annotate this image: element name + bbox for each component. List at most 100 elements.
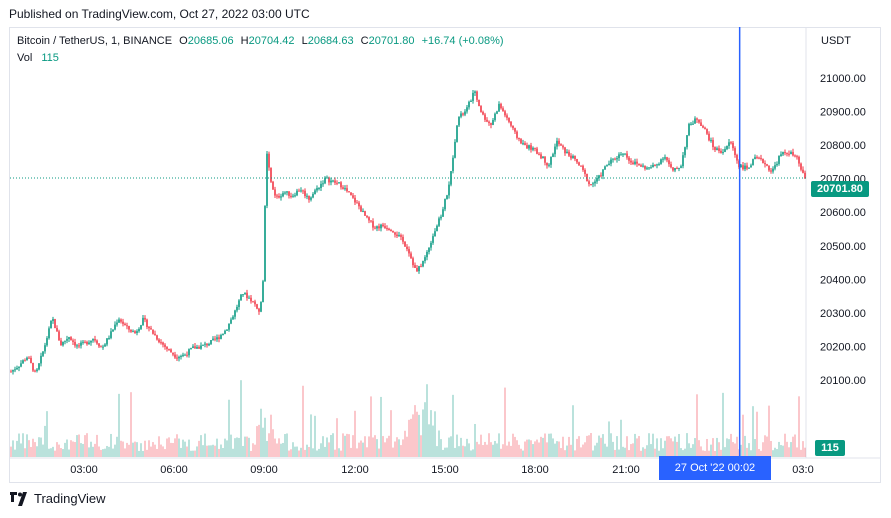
volume-bar bbox=[286, 433, 288, 457]
candle-body bbox=[524, 143, 526, 146]
candle-body bbox=[330, 180, 332, 183]
candle-body bbox=[390, 230, 392, 232]
candle-body bbox=[526, 145, 528, 149]
volume-bar bbox=[748, 443, 750, 457]
candle-body bbox=[110, 331, 112, 338]
volume-bar bbox=[648, 433, 650, 457]
candle-body bbox=[234, 310, 236, 317]
volume-bar bbox=[136, 442, 138, 457]
footer-brand[interactable]: TradingView bbox=[9, 491, 106, 506]
candle-body bbox=[324, 177, 326, 184]
candle-body bbox=[642, 165, 644, 167]
volume-bar bbox=[552, 438, 554, 457]
volume-bar bbox=[80, 443, 82, 457]
candle-body bbox=[794, 155, 796, 157]
volume-bar bbox=[84, 435, 86, 457]
volume-bar bbox=[586, 435, 588, 457]
candle-body bbox=[152, 329, 154, 334]
volume-bar bbox=[728, 439, 730, 457]
candle-body bbox=[18, 366, 20, 368]
y-tick-label: 20300.00 bbox=[820, 308, 866, 320]
volume-bar bbox=[46, 411, 48, 457]
candle-body bbox=[662, 158, 664, 160]
volume-bar bbox=[588, 435, 590, 457]
candle-body bbox=[388, 228, 390, 231]
volume-bar bbox=[616, 436, 618, 457]
candle-body bbox=[302, 190, 304, 192]
candle-body bbox=[658, 163, 660, 165]
volume-bar bbox=[284, 434, 286, 457]
candle-body bbox=[256, 304, 258, 309]
candle-body bbox=[210, 340, 212, 344]
volume-bar bbox=[262, 427, 264, 457]
candle-body bbox=[594, 181, 596, 184]
volume-bar bbox=[204, 433, 206, 457]
candle-body bbox=[420, 266, 422, 268]
candle-body bbox=[606, 165, 608, 167]
close-value: 20701.80 bbox=[368, 35, 415, 47]
candle-body bbox=[580, 165, 582, 167]
candle-body bbox=[190, 348, 192, 350]
volume-bar bbox=[620, 419, 622, 457]
volume-bar bbox=[420, 435, 422, 457]
volume-bar bbox=[108, 446, 110, 457]
volume-bar bbox=[192, 450, 194, 457]
candle-body bbox=[706, 129, 708, 134]
candle-body bbox=[746, 165, 748, 169]
volume-bar bbox=[430, 410, 432, 457]
candle-body bbox=[196, 346, 198, 349]
volume-bar bbox=[440, 439, 442, 457]
candle-body bbox=[214, 338, 216, 340]
volume-bar bbox=[794, 434, 796, 457]
candle-body bbox=[80, 342, 82, 346]
volume-bar bbox=[304, 449, 306, 457]
candle-body bbox=[184, 354, 186, 356]
candle-body bbox=[552, 154, 554, 157]
candle-body bbox=[174, 354, 176, 358]
candle-body bbox=[314, 190, 316, 194]
candle-body bbox=[782, 152, 784, 155]
volume-bar bbox=[456, 434, 458, 457]
candle-body bbox=[168, 348, 170, 350]
candle-body bbox=[504, 111, 506, 116]
candle-body bbox=[112, 329, 114, 332]
candle-body bbox=[632, 162, 634, 165]
volume-bar bbox=[24, 448, 26, 457]
candle-body bbox=[106, 338, 108, 345]
volume-bar bbox=[528, 439, 530, 457]
candle-body bbox=[438, 218, 440, 226]
volume-bar bbox=[584, 442, 586, 457]
volume-bar bbox=[182, 439, 184, 457]
candle-body bbox=[766, 164, 768, 166]
chart-frame[interactable] bbox=[9, 27, 881, 483]
candle-body bbox=[650, 167, 652, 169]
candle-body bbox=[346, 188, 348, 192]
candle-body bbox=[82, 341, 84, 343]
volume-bar bbox=[694, 438, 696, 457]
candle-body bbox=[608, 163, 610, 166]
candle-body bbox=[708, 133, 710, 141]
volume-bar bbox=[70, 440, 72, 457]
volume-bar bbox=[404, 430, 406, 457]
volume-bar bbox=[554, 443, 556, 457]
volume-bar bbox=[272, 429, 274, 457]
candle-body bbox=[96, 340, 98, 344]
candle-body bbox=[90, 340, 92, 343]
volume-bar bbox=[138, 450, 140, 457]
volume-bar bbox=[270, 414, 272, 457]
candle-body bbox=[426, 251, 428, 258]
candle-body bbox=[130, 329, 132, 332]
candle-body bbox=[800, 163, 802, 170]
volume-bar bbox=[410, 418, 412, 457]
candle-body bbox=[648, 167, 650, 169]
candle-body bbox=[694, 118, 696, 124]
y-tick-label: 20800.00 bbox=[820, 140, 866, 152]
candle-body bbox=[466, 107, 468, 112]
candle-body bbox=[484, 114, 486, 120]
volume-bar bbox=[716, 437, 718, 457]
candle-body bbox=[508, 117, 510, 122]
candle-body bbox=[560, 144, 562, 146]
volume-bar bbox=[462, 445, 464, 457]
candle-body bbox=[38, 363, 40, 370]
